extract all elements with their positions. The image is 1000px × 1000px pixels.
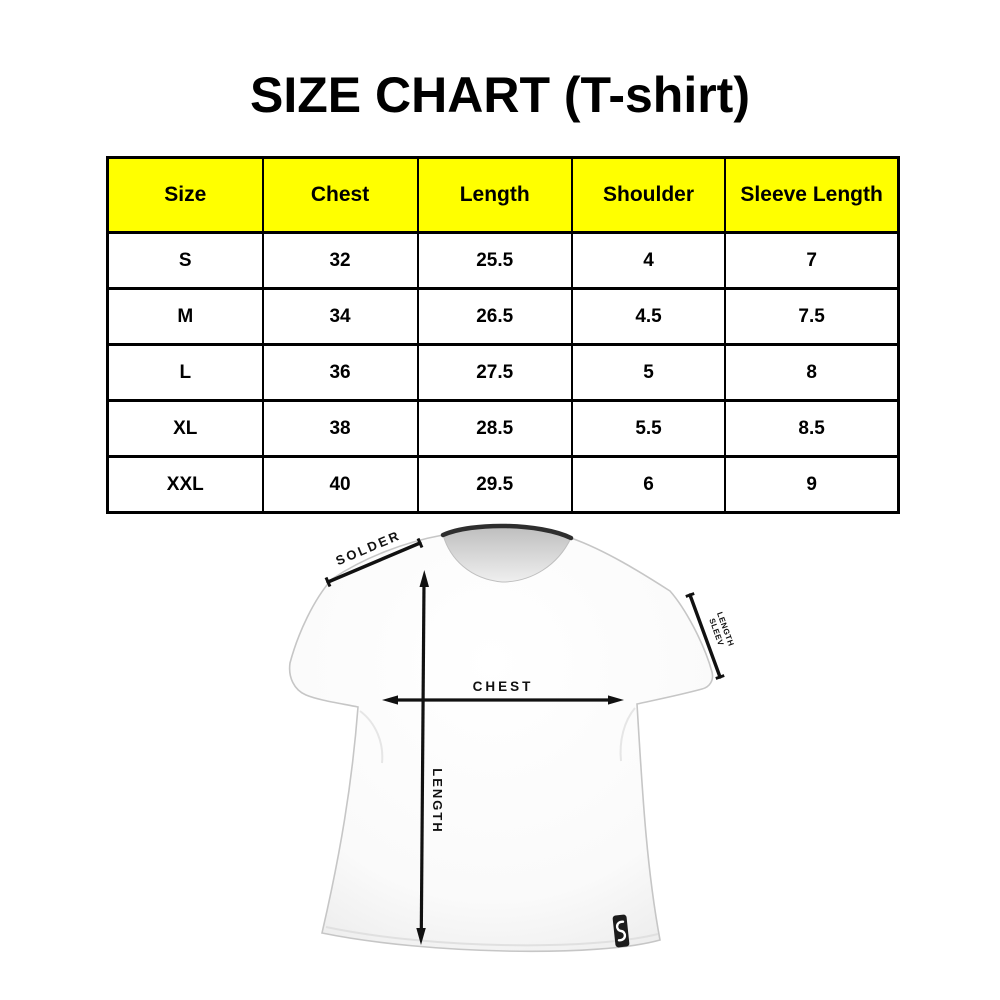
value-cell: 7 (724, 231, 900, 290)
size-table-body: S 32 25.5 4 7 M 34 26.5 4.5 7.5 L 36 27.5 5 8 XL 38 28.5 5… (106, 231, 900, 514)
length-dimension (416, 570, 429, 945)
table-row: XL 38 28.5 5.5 8.5 (106, 399, 900, 458)
collar-trim (440, 523, 574, 541)
size-cell: XL (106, 399, 264, 458)
value-cell: 27.5 (416, 343, 573, 402)
value-cell: 36 (261, 343, 419, 402)
size-table: Size Chest Length Shoulder Sleeve Length S 32… (106, 156, 900, 514)
size-cell: XXL (106, 455, 264, 514)
value-cell: 26.5 (416, 287, 573, 346)
column-header: Chest (261, 156, 419, 234)
value-cell: 7.5 (724, 287, 900, 346)
value-cell: 5.5 (570, 399, 727, 458)
table-row: S 32 25.5 4 7 (106, 231, 900, 290)
column-header: Size (106, 156, 264, 234)
hem-tag (612, 914, 630, 948)
value-cell: 5 (570, 343, 727, 402)
fold-right (619, 707, 636, 762)
value-cell: 8 (724, 343, 900, 402)
table-row: XXL 40 29.5 6 9 (106, 455, 900, 514)
length-label: LENGTH (430, 768, 445, 833)
value-cell: 32 (261, 231, 419, 290)
table-row: L 36 27.5 5 8 (106, 343, 900, 402)
tshirt-body (288, 524, 714, 953)
value-cell: 9 (724, 455, 900, 514)
value-cell: 4 (570, 231, 727, 290)
fold-left (359, 710, 384, 764)
sleeve-dimension (685, 592, 725, 680)
value-cell: 29.5 (416, 455, 573, 514)
size-cell: S (106, 231, 264, 290)
value-cell: 4.5 (570, 287, 727, 346)
chest-dimension (382, 695, 624, 705)
tshirt-diagram: SOLDER LENGTH CHEST SLEEV LEN (280, 505, 740, 975)
column-header: Sleeve Length (724, 156, 900, 234)
column-header: Shoulder (570, 156, 727, 234)
shoulder-dimension (324, 537, 424, 588)
value-cell: 8.5 (724, 399, 900, 458)
value-cell: 6 (570, 455, 727, 514)
value-cell: 40 (261, 455, 419, 514)
value-cell: 38 (261, 399, 419, 458)
table-row: M 34 26.5 4.5 7.5 (106, 287, 900, 346)
page-title: SIZE CHART (T-shirt) (250, 67, 750, 123)
value-cell: 34 (261, 287, 419, 346)
size-cell: L (106, 343, 264, 402)
value-cell: 28.5 (416, 399, 573, 458)
size-table-header-row: Size Chest Length Shoulder Sleeve Length (106, 156, 900, 234)
value-cell: 25.5 (416, 231, 573, 290)
column-header: Length (416, 156, 573, 234)
size-cell: M (106, 287, 264, 346)
chest-label: CHEST (473, 679, 534, 694)
